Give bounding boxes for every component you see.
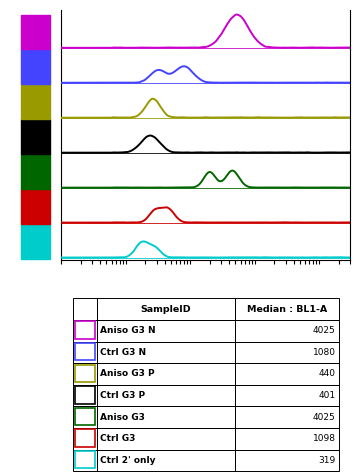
Bar — [73, 385, 97, 407]
Text: 401: 401 — [319, 391, 336, 400]
Text: 1098: 1098 — [313, 434, 336, 443]
Text: Aniso G3 N: Aniso G3 N — [100, 326, 155, 335]
Text: Ctrl G3 N: Ctrl G3 N — [100, 348, 146, 357]
Bar — [21, 154, 50, 189]
Bar — [97, 407, 235, 428]
Bar — [97, 450, 235, 471]
Text: Ctrl G3 P: Ctrl G3 P — [100, 391, 145, 400]
Text: Ctrl G3: Ctrl G3 — [100, 434, 135, 443]
Bar — [73, 428, 97, 450]
Bar — [73, 298, 97, 320]
Bar — [21, 14, 50, 50]
Bar — [21, 119, 50, 154]
Bar — [21, 50, 50, 84]
Text: 4025: 4025 — [313, 326, 336, 335]
Bar — [97, 320, 235, 342]
Text: 319: 319 — [318, 456, 336, 465]
Bar — [97, 298, 235, 320]
Bar — [235, 298, 339, 320]
Bar — [73, 342, 97, 363]
Bar — [97, 363, 235, 385]
Text: Aniso G3: Aniso G3 — [100, 413, 145, 422]
Bar — [235, 342, 339, 363]
Text: SampleID: SampleID — [140, 305, 191, 314]
Text: 4025: 4025 — [313, 413, 336, 422]
Bar — [75, 343, 95, 360]
Bar — [75, 365, 95, 382]
Bar — [97, 342, 235, 363]
Bar — [235, 320, 339, 342]
Bar — [235, 385, 339, 407]
Bar — [21, 189, 50, 224]
Bar — [235, 428, 339, 450]
Text: Ctrl 2' only: Ctrl 2' only — [100, 456, 155, 465]
Text: Median : BL1-A: Median : BL1-A — [247, 305, 327, 314]
Bar — [73, 363, 97, 385]
Bar — [235, 450, 339, 471]
Bar — [73, 407, 97, 428]
Text: 440: 440 — [319, 369, 336, 378]
Bar — [75, 408, 95, 425]
Bar — [75, 451, 95, 468]
Bar — [73, 450, 97, 471]
Bar — [97, 428, 235, 450]
Bar — [97, 385, 235, 407]
Bar — [21, 224, 50, 259]
Bar — [75, 386, 95, 404]
Bar — [75, 429, 95, 447]
Bar — [235, 407, 339, 428]
Text: Aniso G3 P: Aniso G3 P — [100, 369, 155, 378]
Bar — [73, 320, 97, 342]
Text: 1080: 1080 — [313, 348, 336, 357]
Bar — [235, 363, 339, 385]
Bar — [21, 84, 50, 119]
Bar — [75, 321, 95, 339]
